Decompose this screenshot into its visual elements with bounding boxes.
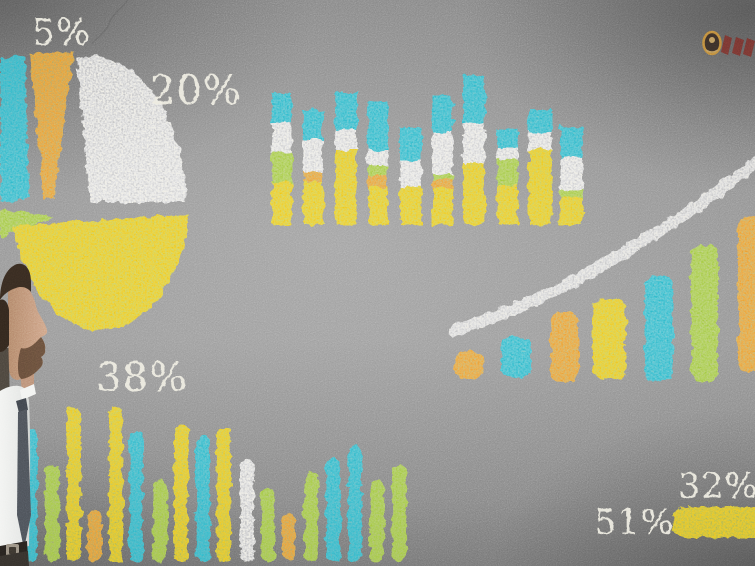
- grain-texture: [0, 0, 755, 566]
- stage: 5% 20% 38% 51% 32%: [0, 0, 755, 566]
- chalk-infographic-scene: 5% 20% 38% 51% 32%: [0, 0, 755, 566]
